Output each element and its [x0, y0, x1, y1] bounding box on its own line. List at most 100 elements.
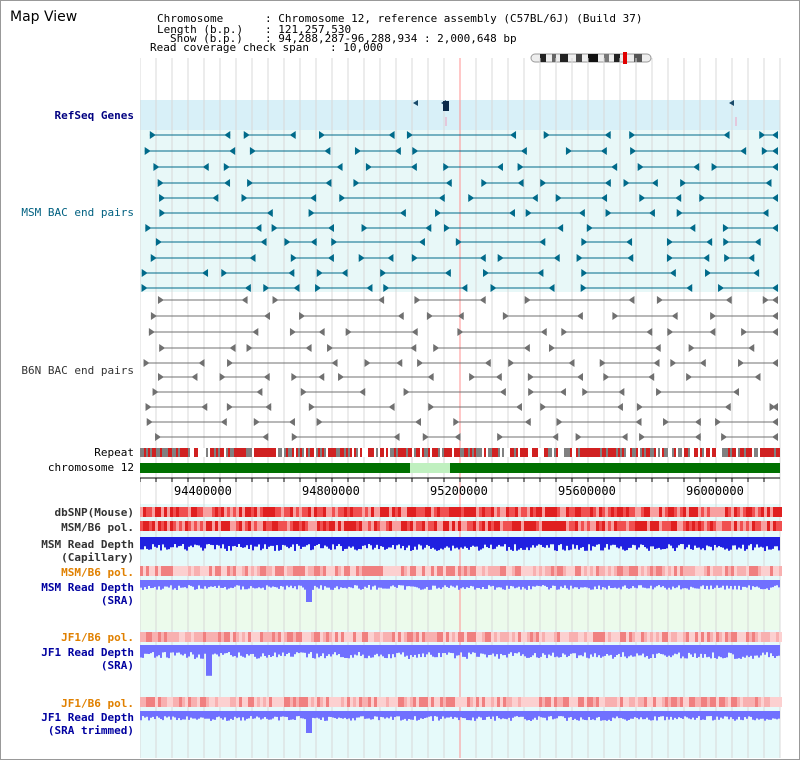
- msm-pol-cell: [728, 521, 731, 531]
- msm-sra-depth-bar: [144, 580, 146, 588]
- jf1-pol-trim-cell: [641, 697, 644, 707]
- jf1-sra-depth-bar: [446, 645, 448, 655]
- jf1-pol-trim-cell: [740, 697, 743, 707]
- dbsnp-cell: [494, 507, 497, 517]
- jf1-sra-depth-bar: [318, 645, 320, 658]
- jf1-pol-cell: [524, 632, 527, 642]
- dbsnp-cell: [320, 507, 323, 517]
- msm-pol-cell: [272, 521, 275, 531]
- msm-capillary-depth-bar: [226, 537, 228, 551]
- msm-pol-sra-cell: [203, 566, 206, 576]
- b6n-bac-label[interactable]: B6N BAC end pairs: [21, 364, 134, 377]
- jf1-pol-trim-cell: [584, 697, 587, 707]
- jf1-sra-depth-bar: [264, 645, 266, 656]
- dbsnp-cell: [470, 507, 473, 517]
- jf1-sra-depth-bar: [574, 645, 576, 654]
- msm-capillary-depth-bar: [464, 537, 466, 547]
- jf1-sra-depth-bar: [702, 645, 704, 658]
- b6n-bac-end: [772, 433, 778, 441]
- jf1-sra-depth-bar: [300, 645, 302, 653]
- repeat-segment: [716, 448, 718, 457]
- msm-read-depth-capillary-label[interactable]: MSM Read Depth: [41, 538, 134, 551]
- msm-sra-depth-bar: [624, 580, 626, 586]
- jf1-trim-depth-bar: [270, 711, 272, 720]
- dbsnp-cell: [395, 507, 398, 517]
- msm-capillary-depth-bar: [364, 537, 366, 546]
- msm-sra-depth-bar: [638, 580, 640, 586]
- repeat-segment: [274, 448, 276, 457]
- jf1-read-depth-trim-label[interactable]: JF1 Read Depth: [41, 711, 134, 724]
- msm-pol-cell: [275, 521, 278, 531]
- jf1-pol-trim-cell: [269, 697, 272, 707]
- dbsnp-cell: [200, 507, 203, 517]
- jf1-trim-depth-bar: [728, 711, 730, 720]
- jf1-pol-trim-cell: [332, 697, 335, 707]
- jf1-pol-cell: [218, 632, 221, 642]
- msm-bac-end: [358, 254, 365, 262]
- repeat-segment: [270, 448, 272, 457]
- genome-track-panel[interactable]: [140, 58, 800, 758]
- msm-pol-cell: [587, 521, 590, 531]
- msm-capillary-depth-bar: [664, 537, 666, 550]
- jf1-pol-trim-cell: [176, 697, 179, 707]
- dbsnp-cell: [269, 507, 272, 517]
- jf1-pol-trim-cell: [485, 697, 488, 707]
- jf1-trim-depth-bar: [494, 711, 496, 721]
- msm-sra-depth-bar: [342, 580, 344, 589]
- msm-sra-depth-bar: [648, 580, 650, 589]
- jf1-trim-depth-bar: [190, 711, 192, 718]
- msm-capillary-depth-bar: [414, 537, 416, 547]
- dbsnp-cell: [491, 507, 494, 517]
- jf1-sra-depth-bar: [668, 645, 670, 656]
- chromosome-bar: [140, 463, 780, 473]
- b6n-bac-end: [561, 328, 568, 336]
- msm-capillary-depth-bar: [552, 537, 554, 545]
- jf1-b6-pol-label[interactable]: JF1/B6 pol.: [61, 631, 134, 644]
- dbsnp-label[interactable]: dbSNP(Mouse): [54, 506, 134, 519]
- msm-read-depth-sra-label[interactable]: MSM Read Depth: [41, 581, 134, 594]
- msm-pol-sra-cell: [590, 566, 593, 576]
- msm-b6-pol-label[interactable]: MSM/B6 pol.: [61, 521, 134, 534]
- b6n-bac-end: [772, 418, 778, 426]
- msm-sra-depth-bar: [260, 580, 262, 589]
- msm-bac-label[interactable]: MSM BAC end pairs: [21, 206, 134, 219]
- jf1-read-depth-sra-label[interactable]: JF1 Read Depth: [41, 646, 134, 659]
- repeat-segment: [192, 448, 194, 457]
- jf1-pol-cell: [338, 632, 341, 642]
- jf1-pol-trim-cell: [779, 697, 782, 707]
- repeat-segment: [768, 448, 770, 457]
- msm-pol-sra-cell: [482, 566, 485, 576]
- msm-sra-depth-bar: [494, 580, 496, 590]
- jf1-trim-depth-bar: [692, 711, 694, 718]
- jf1-sra-depth-bar: [426, 645, 428, 655]
- jf1-sra-depth-bar: [436, 645, 438, 658]
- repeat-segment: [342, 448, 344, 457]
- jf1-pol-trim-cell: [647, 697, 650, 707]
- msm-pol-cell: [176, 521, 179, 531]
- jf1-pol-cell: [539, 632, 542, 642]
- msm-pol-cell: [281, 521, 284, 531]
- msm-sra-depth-bar: [388, 580, 390, 589]
- chromosome-ideogram[interactable]: [530, 52, 654, 64]
- msm-b6-pol-sra-label[interactable]: MSM/B6 pol.: [61, 566, 134, 579]
- msm-sra-depth-bar: [470, 580, 472, 586]
- jf1-trim-depth-bar: [358, 711, 360, 718]
- msm-capillary-depth-bar: [660, 537, 662, 550]
- jf1-trim-depth-bar: [608, 711, 610, 720]
- jf1-b6-pol-trim-label[interactable]: JF1/B6 pol.: [61, 697, 134, 710]
- jf1-pol-cell: [281, 632, 284, 642]
- msm-capillary-depth-bar: [186, 537, 188, 551]
- refseq-genes-label[interactable]: RefSeq Genes: [54, 109, 134, 122]
- jf1-trim-depth-bar: [470, 711, 472, 721]
- jf1-trim-depth-bar: [544, 711, 546, 718]
- dbsnp-cell: [428, 507, 431, 517]
- jf1-sra-depth-bar: [156, 645, 158, 657]
- msm-pol-cell: [332, 521, 335, 531]
- msm-pol-cell: [188, 521, 191, 531]
- msm-pol-sra-cell: [197, 566, 200, 576]
- msm-sra-depth-bar: [492, 580, 494, 586]
- jf1-pol-cell: [161, 632, 164, 642]
- msm-pol-cell: [155, 521, 158, 531]
- jf1-trim-depth-bar: [534, 711, 536, 718]
- msm-capillary-depth-bar: [754, 537, 756, 548]
